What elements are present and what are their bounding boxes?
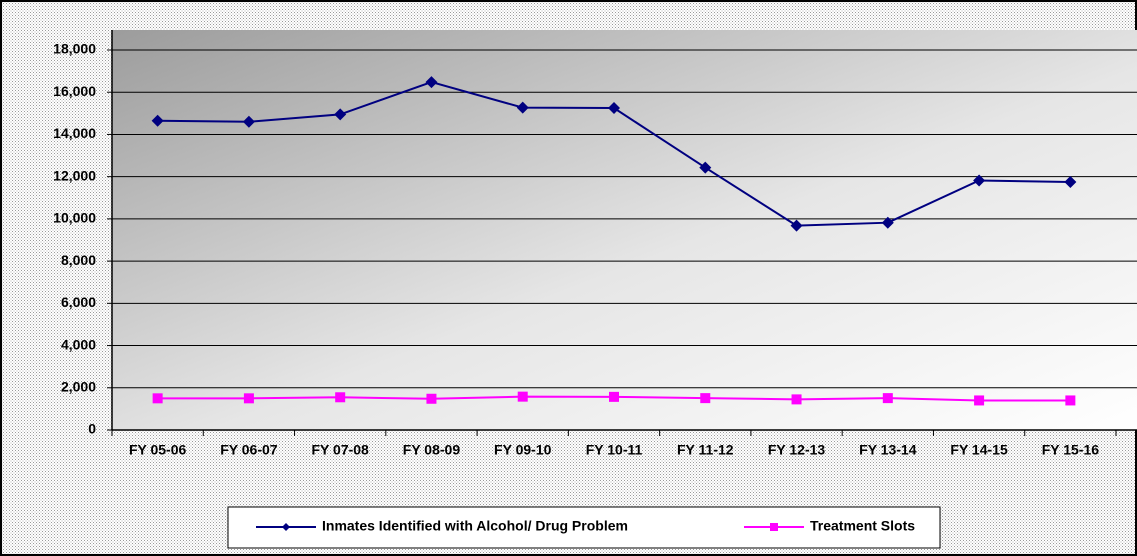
y-tick-label: 18,000 [53,41,96,57]
point [973,174,986,187]
point [882,393,893,404]
x-tick-label: FY 09-10 [494,442,552,458]
plot-area [112,30,1137,430]
point [609,391,619,402]
point [1064,175,1077,188]
legend-box [227,506,941,549]
point [974,395,985,406]
point [516,101,529,114]
x-tick-label: FY 15-16 [1042,442,1100,458]
legend-marker [282,523,290,531]
point [242,115,255,128]
y-tick-label: 10,000 [53,210,96,226]
point [700,393,711,404]
x-tick-label: FY 12-13 [768,442,826,458]
y-tick-label: 6,000 [61,294,96,310]
point [699,161,712,174]
x-tick-label: FY 08-09 [403,442,461,458]
y-tick-label: 2,000 [61,378,96,394]
point [243,393,254,404]
point [790,219,803,232]
point [426,393,437,404]
y-tick-label: 4,000 [61,336,96,352]
y-tick-label: 16,000 [53,83,96,99]
point [517,391,528,402]
y-tick-label: 12,000 [53,167,96,183]
x-tick-label: FY 10-11 [586,442,643,458]
point [335,392,346,403]
x-tick-label: FY 05-06 [129,442,187,458]
y-tick-label: 8,000 [61,252,96,268]
point [608,102,620,115]
x-tick-label: FY 07-08 [312,442,370,458]
legend-marker [770,523,778,531]
x-tick-label: FY 13-14 [859,442,917,458]
x-tick-label: FY 11-12 [677,442,734,458]
point [881,216,894,229]
point [151,114,164,127]
y-tick-label: 0 [88,421,96,437]
point [791,394,802,405]
legend-label: Treatment Slots [810,518,915,534]
point [334,108,347,121]
point [152,393,163,404]
point [425,76,438,89]
point [1065,395,1076,406]
legend-label: Inmates Identified with Alcohol/ Drug Pr… [322,518,628,534]
y-tick-label: 14,000 [53,125,96,141]
x-tick-label: FY 06-07 [220,442,278,458]
x-tick-label: FY 14-15 [950,442,1008,458]
